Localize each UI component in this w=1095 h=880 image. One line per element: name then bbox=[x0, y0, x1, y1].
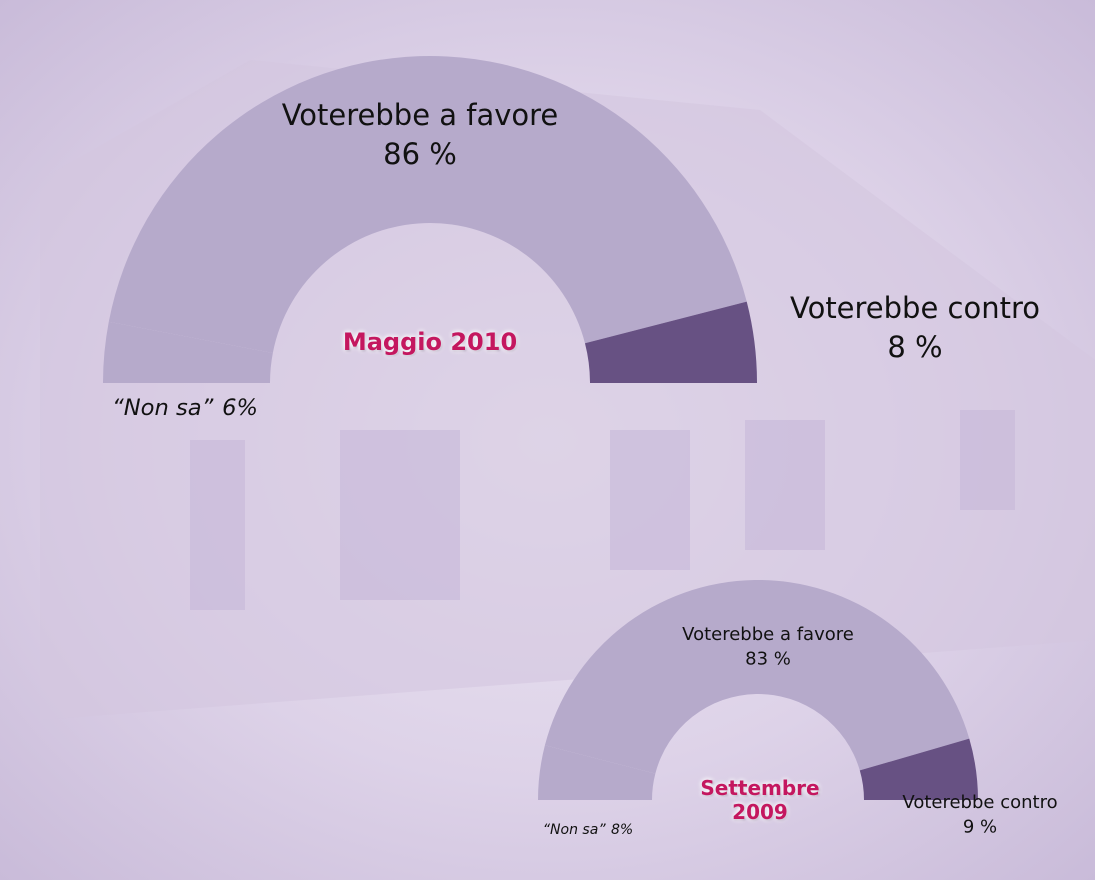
segment-label: Voterebbe contro 8 % bbox=[790, 291, 1040, 364]
chart: “Non sa” 6% Voterebbe a favore 86 % Voterebb… bbox=[0, 0, 1095, 880]
segment-label: “Non sa”8% bbox=[543, 822, 634, 838]
value-label: 83 % bbox=[745, 648, 791, 669]
page: “Non sa” 6% Voterebbe a favore 86 % Voterebb… bbox=[0, 0, 1095, 880]
chart-title: Maggio 2010 bbox=[290, 328, 570, 357]
value-label: 8 % bbox=[887, 330, 942, 364]
segment-label: “Non sa” 6% bbox=[112, 395, 258, 421]
value-label: 9 % bbox=[963, 816, 997, 837]
category-label: Voterebbe contro bbox=[902, 792, 1057, 813]
value-label: 6% bbox=[222, 395, 258, 421]
category-label: Voterebbe a favore bbox=[682, 624, 854, 645]
chart-title: Settembre 2009 bbox=[690, 776, 830, 824]
value-label: 86 % bbox=[383, 137, 457, 171]
category-label: Voterebbe a favore bbox=[282, 98, 559, 132]
value-label: 8% bbox=[611, 822, 633, 838]
segment-label: Voterebbe contro 9 % bbox=[902, 792, 1057, 837]
category-label: “Non sa” bbox=[543, 822, 607, 838]
category-label: “Non sa” bbox=[112, 395, 214, 421]
category-label: Voterebbe contro bbox=[790, 291, 1040, 325]
segment bbox=[545, 580, 969, 774]
